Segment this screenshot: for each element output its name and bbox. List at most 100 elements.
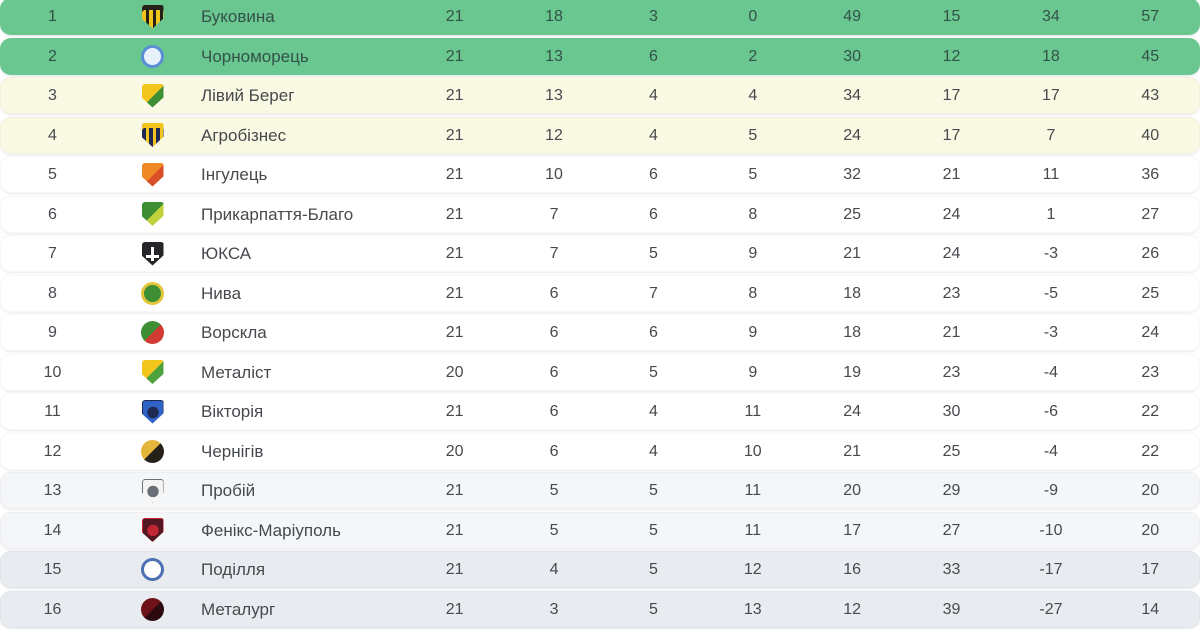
wins-value: 13 [545, 87, 563, 104]
table-row[interactable]: 13 Пробій 21 5 5 11 20 29 -9 20 [0, 472, 1200, 509]
vorskla-crest [141, 321, 164, 344]
draws-value: 4 [648, 126, 658, 144]
table-row[interactable]: 11 Вікторія 21 6 4 11 24 30 -6 22 [0, 393, 1200, 430]
goal-diff-value: 17 [1042, 87, 1060, 104]
draws-value: 4 [648, 403, 658, 420]
wins-value: 7 [549, 205, 559, 223]
points-value: 26 [1141, 245, 1160, 262]
team-name: Чорноморець [201, 46, 309, 66]
goals-for-value: 24 [843, 126, 862, 144]
draws-value: 5 [648, 561, 658, 578]
table-row[interactable]: 1 Буковина 21 18 3 0 49 15 34 57 [0, 0, 1200, 35]
position-value: 5 [48, 166, 57, 183]
team-crest-cell [105, 156, 200, 193]
losses-value: 0 [748, 8, 758, 25]
goal-diff-value: 7 [1046, 126, 1056, 144]
losses-value: 13 [743, 600, 762, 618]
table-row[interactable]: 5 Інгулець 21 10 6 5 32 21 11 36 [0, 156, 1200, 193]
table-row[interactable]: 16 Металург 21 3 5 13 12 39 -27 14 [0, 590, 1200, 628]
team-name: Прикарпаття-Благо [201, 204, 354, 224]
table-row[interactable]: 3 Лівий Берег 21 13 4 4 34 17 17 43 [0, 77, 1200, 114]
losses-value: 5 [748, 166, 758, 183]
draws-value: 7 [648, 284, 658, 302]
goals-against-value: 23 [942, 284, 961, 302]
team-name: Поділля [201, 560, 266, 579]
draws-value: 4 [648, 442, 658, 460]
goal-diff-value: -5 [1043, 284, 1059, 302]
position-value: 9 [48, 324, 57, 341]
table-row[interactable]: 9 Ворскла 21 6 6 9 18 21 -3 24 [0, 314, 1200, 351]
position-value: 15 [43, 561, 62, 578]
played-value: 21 [445, 8, 464, 25]
table-row[interactable]: 4 Агробізнес 21 12 4 5 24 17 7 40 [0, 116, 1200, 154]
goals-for-value: 16 [843, 561, 862, 578]
goals-for-value: 30 [843, 47, 862, 65]
losses-value: 5 [748, 126, 758, 144]
goals-against-value: 24 [942, 205, 961, 223]
played-value: 21 [445, 284, 464, 302]
position-value: 11 [44, 403, 61, 420]
played-value: 20 [445, 363, 464, 381]
table-row[interactable]: 7 ЮКСА 21 7 5 9 21 24 -3 26 [0, 235, 1200, 272]
bukovyna-crest [141, 4, 164, 29]
goal-diff-value: -10 [1039, 521, 1063, 539]
goals-against-value: 21 [942, 166, 961, 183]
team-crest-cell [105, 393, 200, 430]
team-name: Нива [201, 283, 242, 303]
wins-value: 7 [549, 245, 559, 262]
goals-against-value: 12 [942, 47, 961, 65]
position-value: 16 [43, 600, 62, 618]
wins-value: 13 [545, 47, 563, 65]
table-row[interactable]: 8 Нива 21 6 7 8 18 23 -5 25 [0, 274, 1200, 312]
team-crest-cell [105, 117, 200, 154]
points-value: 43 [1141, 87, 1160, 104]
chornomorets-crest [141, 44, 164, 68]
team-crest-cell [105, 196, 200, 233]
ahrobiznes-crest [141, 123, 164, 147]
podillia-crest [141, 558, 164, 581]
wins-value: 6 [549, 284, 559, 302]
points-value: 14 [1141, 600, 1160, 618]
goals-for-value: 17 [843, 521, 862, 539]
position-value: 2 [48, 47, 57, 65]
played-value: 21 [445, 521, 464, 539]
goal-diff-value: -3 [1043, 324, 1059, 341]
table-row[interactable]: 12 Чернігів 20 6 4 10 21 25 -4 22 [0, 432, 1200, 470]
yuksa-crest [141, 241, 164, 266]
goals-against-value: 24 [942, 245, 961, 262]
table-row[interactable]: 2 Чорноморець 21 13 6 2 30 12 18 45 [0, 37, 1200, 75]
goal-diff-value: 1 [1046, 205, 1056, 223]
wins-value: 6 [549, 403, 559, 420]
goals-for-value: 19 [843, 363, 862, 381]
livyi-bereh-crest [141, 83, 164, 108]
points-value: 24 [1141, 324, 1160, 341]
points-value: 36 [1141, 166, 1160, 183]
goals-against-value: 27 [942, 521, 961, 539]
goal-diff-value: -17 [1039, 561, 1063, 578]
played-value: 20 [445, 442, 464, 460]
inhulets-crest [141, 162, 164, 187]
goals-against-value: 17 [942, 87, 961, 104]
table-row[interactable]: 14 Фенікс-Маріуполь 21 5 5 11 17 27 -10 … [0, 511, 1200, 549]
position-value: 13 [43, 482, 62, 499]
position-value: 12 [43, 442, 62, 460]
points-value: 45 [1141, 47, 1160, 65]
table-row[interactable]: 15 Поділля 21 4 5 12 16 33 -17 17 [0, 551, 1200, 588]
team-crest-cell [105, 551, 200, 588]
wins-value: 6 [549, 324, 559, 341]
played-value: 21 [445, 561, 464, 578]
wins-value: 5 [549, 521, 559, 539]
draws-value: 6 [648, 47, 658, 65]
played-value: 21 [445, 87, 464, 104]
points-value: 57 [1141, 8, 1160, 25]
points-value: 17 [1141, 561, 1160, 578]
draws-value: 5 [648, 600, 658, 618]
table-row[interactable]: 6 Прикарпаття-Благо 21 7 6 8 25 24 1 27 [0, 195, 1200, 233]
losses-value: 11 [744, 521, 762, 539]
position-value: 6 [48, 205, 57, 223]
metalurh-crest [141, 597, 164, 621]
wins-value: 3 [549, 600, 559, 618]
table-row[interactable]: 10 Металіст 20 6 5 9 19 23 -4 23 [0, 353, 1200, 391]
goals-against-value: 17 [942, 126, 961, 144]
